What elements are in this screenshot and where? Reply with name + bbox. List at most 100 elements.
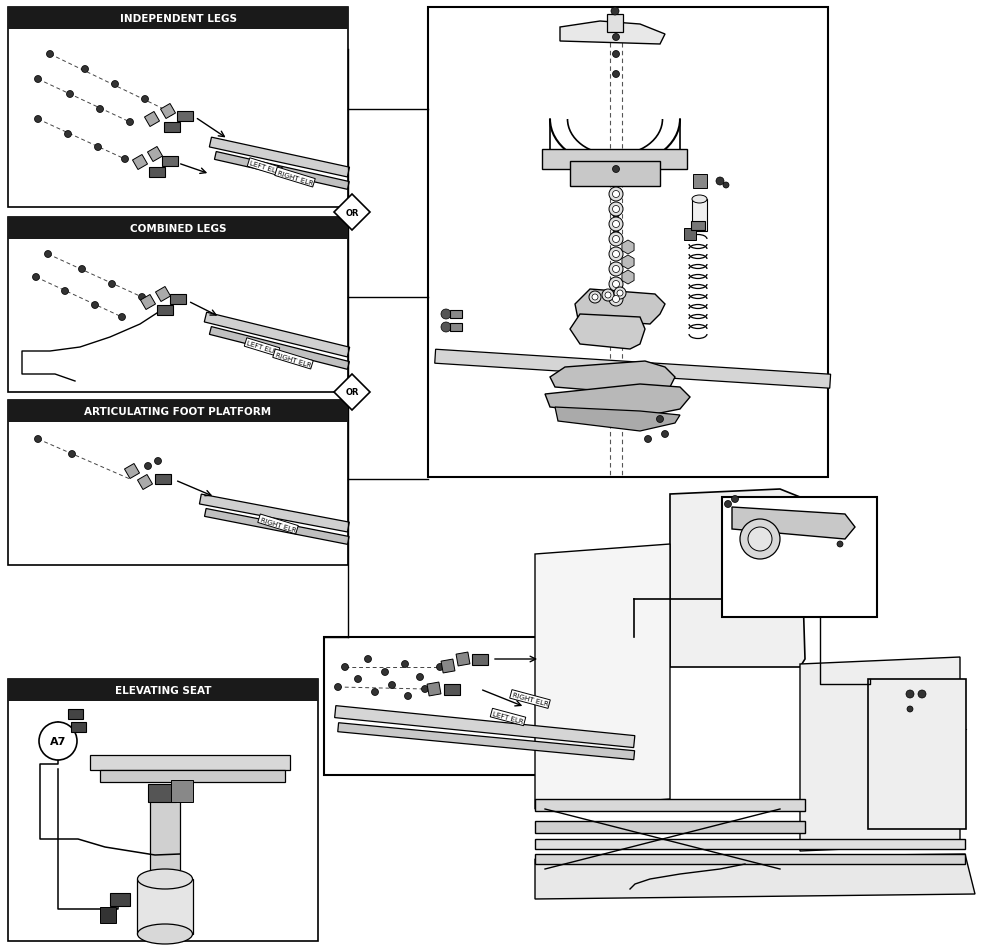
- Circle shape: [417, 674, 424, 681]
- Bar: [535, 854, 965, 864]
- Circle shape: [612, 34, 620, 42]
- Circle shape: [92, 302, 99, 309]
- Bar: [132, 155, 148, 170]
- Text: COMBINED LEGS: COMBINED LEGS: [130, 224, 226, 234]
- Bar: [100, 907, 116, 923]
- Circle shape: [732, 496, 738, 503]
- Circle shape: [441, 323, 451, 332]
- Bar: [150, 799, 180, 879]
- Circle shape: [609, 292, 623, 307]
- Bar: [162, 157, 178, 167]
- Text: RIGHT ELR: RIGHT ELR: [511, 691, 549, 707]
- Bar: [722, 498, 877, 617]
- Circle shape: [155, 458, 162, 465]
- Text: LEFT ELR: LEFT ELR: [249, 160, 281, 175]
- Bar: [155, 474, 171, 485]
- Circle shape: [819, 528, 825, 534]
- Circle shape: [167, 109, 174, 116]
- Ellipse shape: [692, 196, 707, 204]
- Circle shape: [65, 131, 72, 138]
- Circle shape: [79, 267, 86, 273]
- Circle shape: [335, 684, 342, 691]
- Circle shape: [112, 82, 119, 89]
- Bar: [110, 893, 130, 905]
- Bar: [427, 683, 441, 696]
- Bar: [535, 822, 805, 833]
- Bar: [691, 221, 705, 230]
- Bar: [535, 839, 965, 849]
- Circle shape: [740, 520, 780, 560]
- Bar: [68, 709, 83, 720]
- Bar: [472, 654, 488, 664]
- Circle shape: [35, 436, 42, 443]
- Circle shape: [95, 145, 102, 151]
- Circle shape: [109, 281, 116, 288]
- Bar: [124, 464, 140, 479]
- Circle shape: [612, 207, 620, 213]
- Circle shape: [907, 706, 913, 712]
- Circle shape: [612, 191, 620, 198]
- Text: ARTICULATING FOOT PLATFORM: ARTICULATING FOOT PLATFORM: [84, 407, 272, 417]
- Text: OR: OR: [345, 388, 359, 397]
- Bar: [684, 228, 696, 241]
- Circle shape: [389, 682, 396, 689]
- Polygon shape: [209, 138, 349, 178]
- Circle shape: [127, 119, 134, 127]
- Bar: [8, 680, 318, 941]
- Polygon shape: [334, 195, 370, 230]
- Circle shape: [405, 693, 412, 700]
- Circle shape: [614, 288, 626, 300]
- Circle shape: [748, 527, 772, 551]
- Bar: [148, 784, 176, 803]
- Bar: [693, 175, 707, 188]
- Circle shape: [35, 76, 42, 84]
- Circle shape: [612, 71, 620, 78]
- Circle shape: [139, 294, 146, 301]
- Circle shape: [756, 535, 764, 544]
- Polygon shape: [550, 362, 675, 394]
- Circle shape: [612, 231, 620, 238]
- Text: INDEPENDENT LEGS: INDEPENDENT LEGS: [120, 14, 237, 24]
- Circle shape: [612, 296, 620, 303]
- Polygon shape: [535, 545, 670, 809]
- Bar: [157, 306, 173, 316]
- Circle shape: [39, 723, 77, 761]
- Bar: [8, 8, 348, 208]
- Circle shape: [142, 96, 149, 104]
- Polygon shape: [338, 723, 635, 760]
- Circle shape: [45, 251, 52, 258]
- Polygon shape: [545, 385, 690, 418]
- Polygon shape: [204, 313, 350, 358]
- Circle shape: [918, 690, 926, 698]
- Bar: [147, 148, 163, 163]
- Text: ELEVATING SEAT: ELEVATING SEAT: [115, 685, 211, 695]
- Polygon shape: [800, 657, 960, 851]
- Circle shape: [122, 156, 129, 164]
- Polygon shape: [209, 327, 349, 370]
- Bar: [570, 162, 660, 187]
- Polygon shape: [435, 349, 831, 388]
- Text: LEFT ELR: LEFT ELR: [492, 710, 524, 724]
- Circle shape: [145, 463, 152, 470]
- Bar: [428, 8, 828, 478]
- Circle shape: [611, 8, 619, 16]
- Text: RIGHT ELR: RIGHT ELR: [274, 351, 312, 367]
- Text: RIGHT ELR: RIGHT ELR: [276, 169, 314, 186]
- Bar: [8, 218, 348, 392]
- Circle shape: [441, 309, 451, 320]
- Circle shape: [609, 188, 623, 202]
- Circle shape: [617, 290, 623, 297]
- Bar: [450, 310, 462, 319]
- Circle shape: [716, 178, 724, 186]
- Polygon shape: [575, 289, 665, 325]
- Circle shape: [609, 218, 623, 231]
- Circle shape: [723, 183, 729, 188]
- Circle shape: [612, 167, 620, 173]
- Polygon shape: [670, 489, 805, 667]
- Bar: [177, 112, 193, 122]
- Ellipse shape: [138, 924, 193, 944]
- Bar: [456, 652, 470, 666]
- Bar: [8, 401, 348, 423]
- Polygon shape: [199, 495, 349, 532]
- Circle shape: [592, 295, 598, 301]
